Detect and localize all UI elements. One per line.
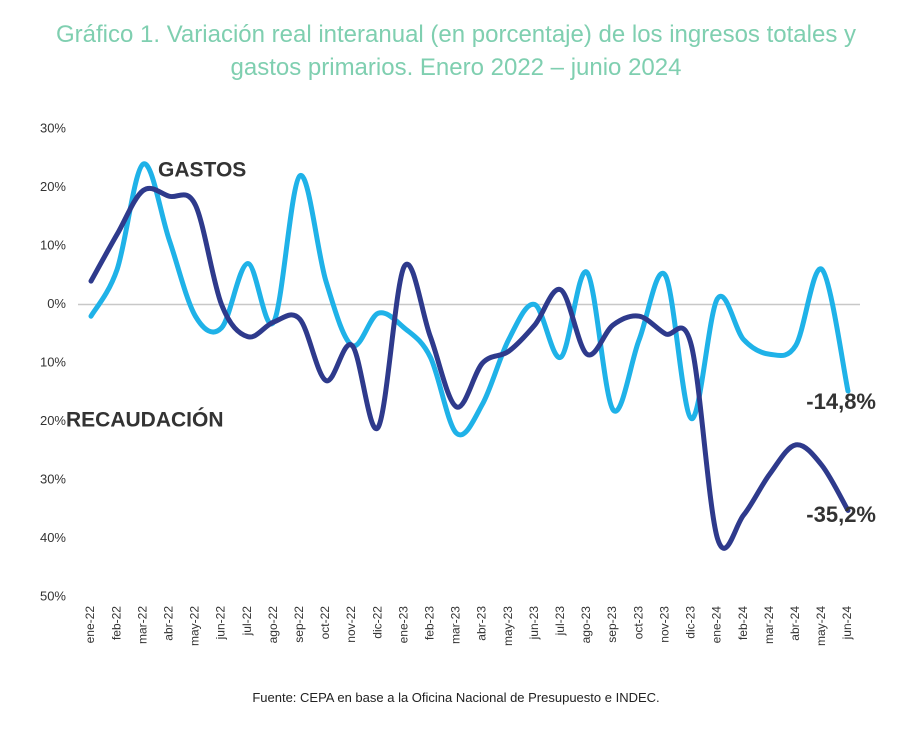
y-tick-label: 30% — [40, 471, 66, 486]
x-tick-label: ago-22 — [266, 606, 280, 644]
x-tick-label: jun-22 — [214, 606, 228, 641]
x-tick-label: jul-23 — [553, 606, 567, 637]
y-tick-label: 10% — [40, 237, 66, 252]
source-note: Fuente: CEPA en base a la Oficina Nacion… — [252, 690, 660, 705]
legend-label: GASTOS — [158, 159, 246, 182]
x-tick-label: may-22 — [188, 606, 202, 646]
x-tick-label: oct-23 — [631, 606, 645, 640]
y-tick-label: 50% — [40, 588, 66, 603]
value-label: -35,2% — [806, 502, 876, 527]
y-tick-label: 0% — [47, 296, 66, 311]
x-tick-label: dic-23 — [684, 606, 698, 639]
chart-title: Gráfico 1. Variación real interanual (en… — [56, 21, 856, 81]
y-tick-label: 20% — [40, 413, 66, 428]
x-tick-label: jun-24 — [840, 606, 854, 641]
x-tick-label: abr-23 — [475, 606, 489, 641]
x-tick-label: oct-22 — [318, 606, 332, 640]
x-tick-label: nov-23 — [657, 606, 671, 643]
x-tick-label: sep-22 — [292, 606, 306, 643]
x-tick-label: feb-22 — [109, 606, 123, 640]
x-tick-label: ene-22 — [83, 606, 97, 644]
x-tick-label: mar-24 — [762, 606, 776, 644]
x-tick-label: ene-24 — [710, 606, 724, 644]
x-tick-label: mar-23 — [449, 606, 463, 644]
series-line — [88, 161, 851, 438]
x-tick-label: jun-23 — [527, 606, 541, 641]
x-tick-label: abr-22 — [161, 606, 175, 641]
x-tick-label: nov-22 — [344, 606, 358, 643]
y-tick-label: 10% — [40, 354, 66, 369]
series-line — [88, 185, 851, 551]
y-tick-label: 40% — [40, 530, 66, 545]
y-tick-label: 30% — [40, 120, 66, 135]
y-tick-label: 20% — [40, 179, 66, 194]
x-tick-label: mar-22 — [135, 606, 149, 644]
x-tick-label: abr-24 — [788, 606, 802, 641]
x-tick-label: feb-24 — [736, 606, 750, 640]
x-tick-label: sep-23 — [605, 606, 619, 643]
value-label: -14,8% — [806, 389, 876, 414]
x-tick-label: ago-23 — [579, 606, 593, 644]
x-tick-label: jul-22 — [240, 606, 254, 637]
x-tick-label: may-23 — [501, 606, 515, 646]
x-tick-label: dic-22 — [370, 606, 384, 639]
legend-label: RECAUDACIÓN — [66, 408, 224, 432]
x-tick-label: ene-23 — [396, 606, 410, 644]
x-tick-label: may-24 — [814, 606, 828, 646]
x-tick-label: feb-23 — [423, 606, 437, 640]
